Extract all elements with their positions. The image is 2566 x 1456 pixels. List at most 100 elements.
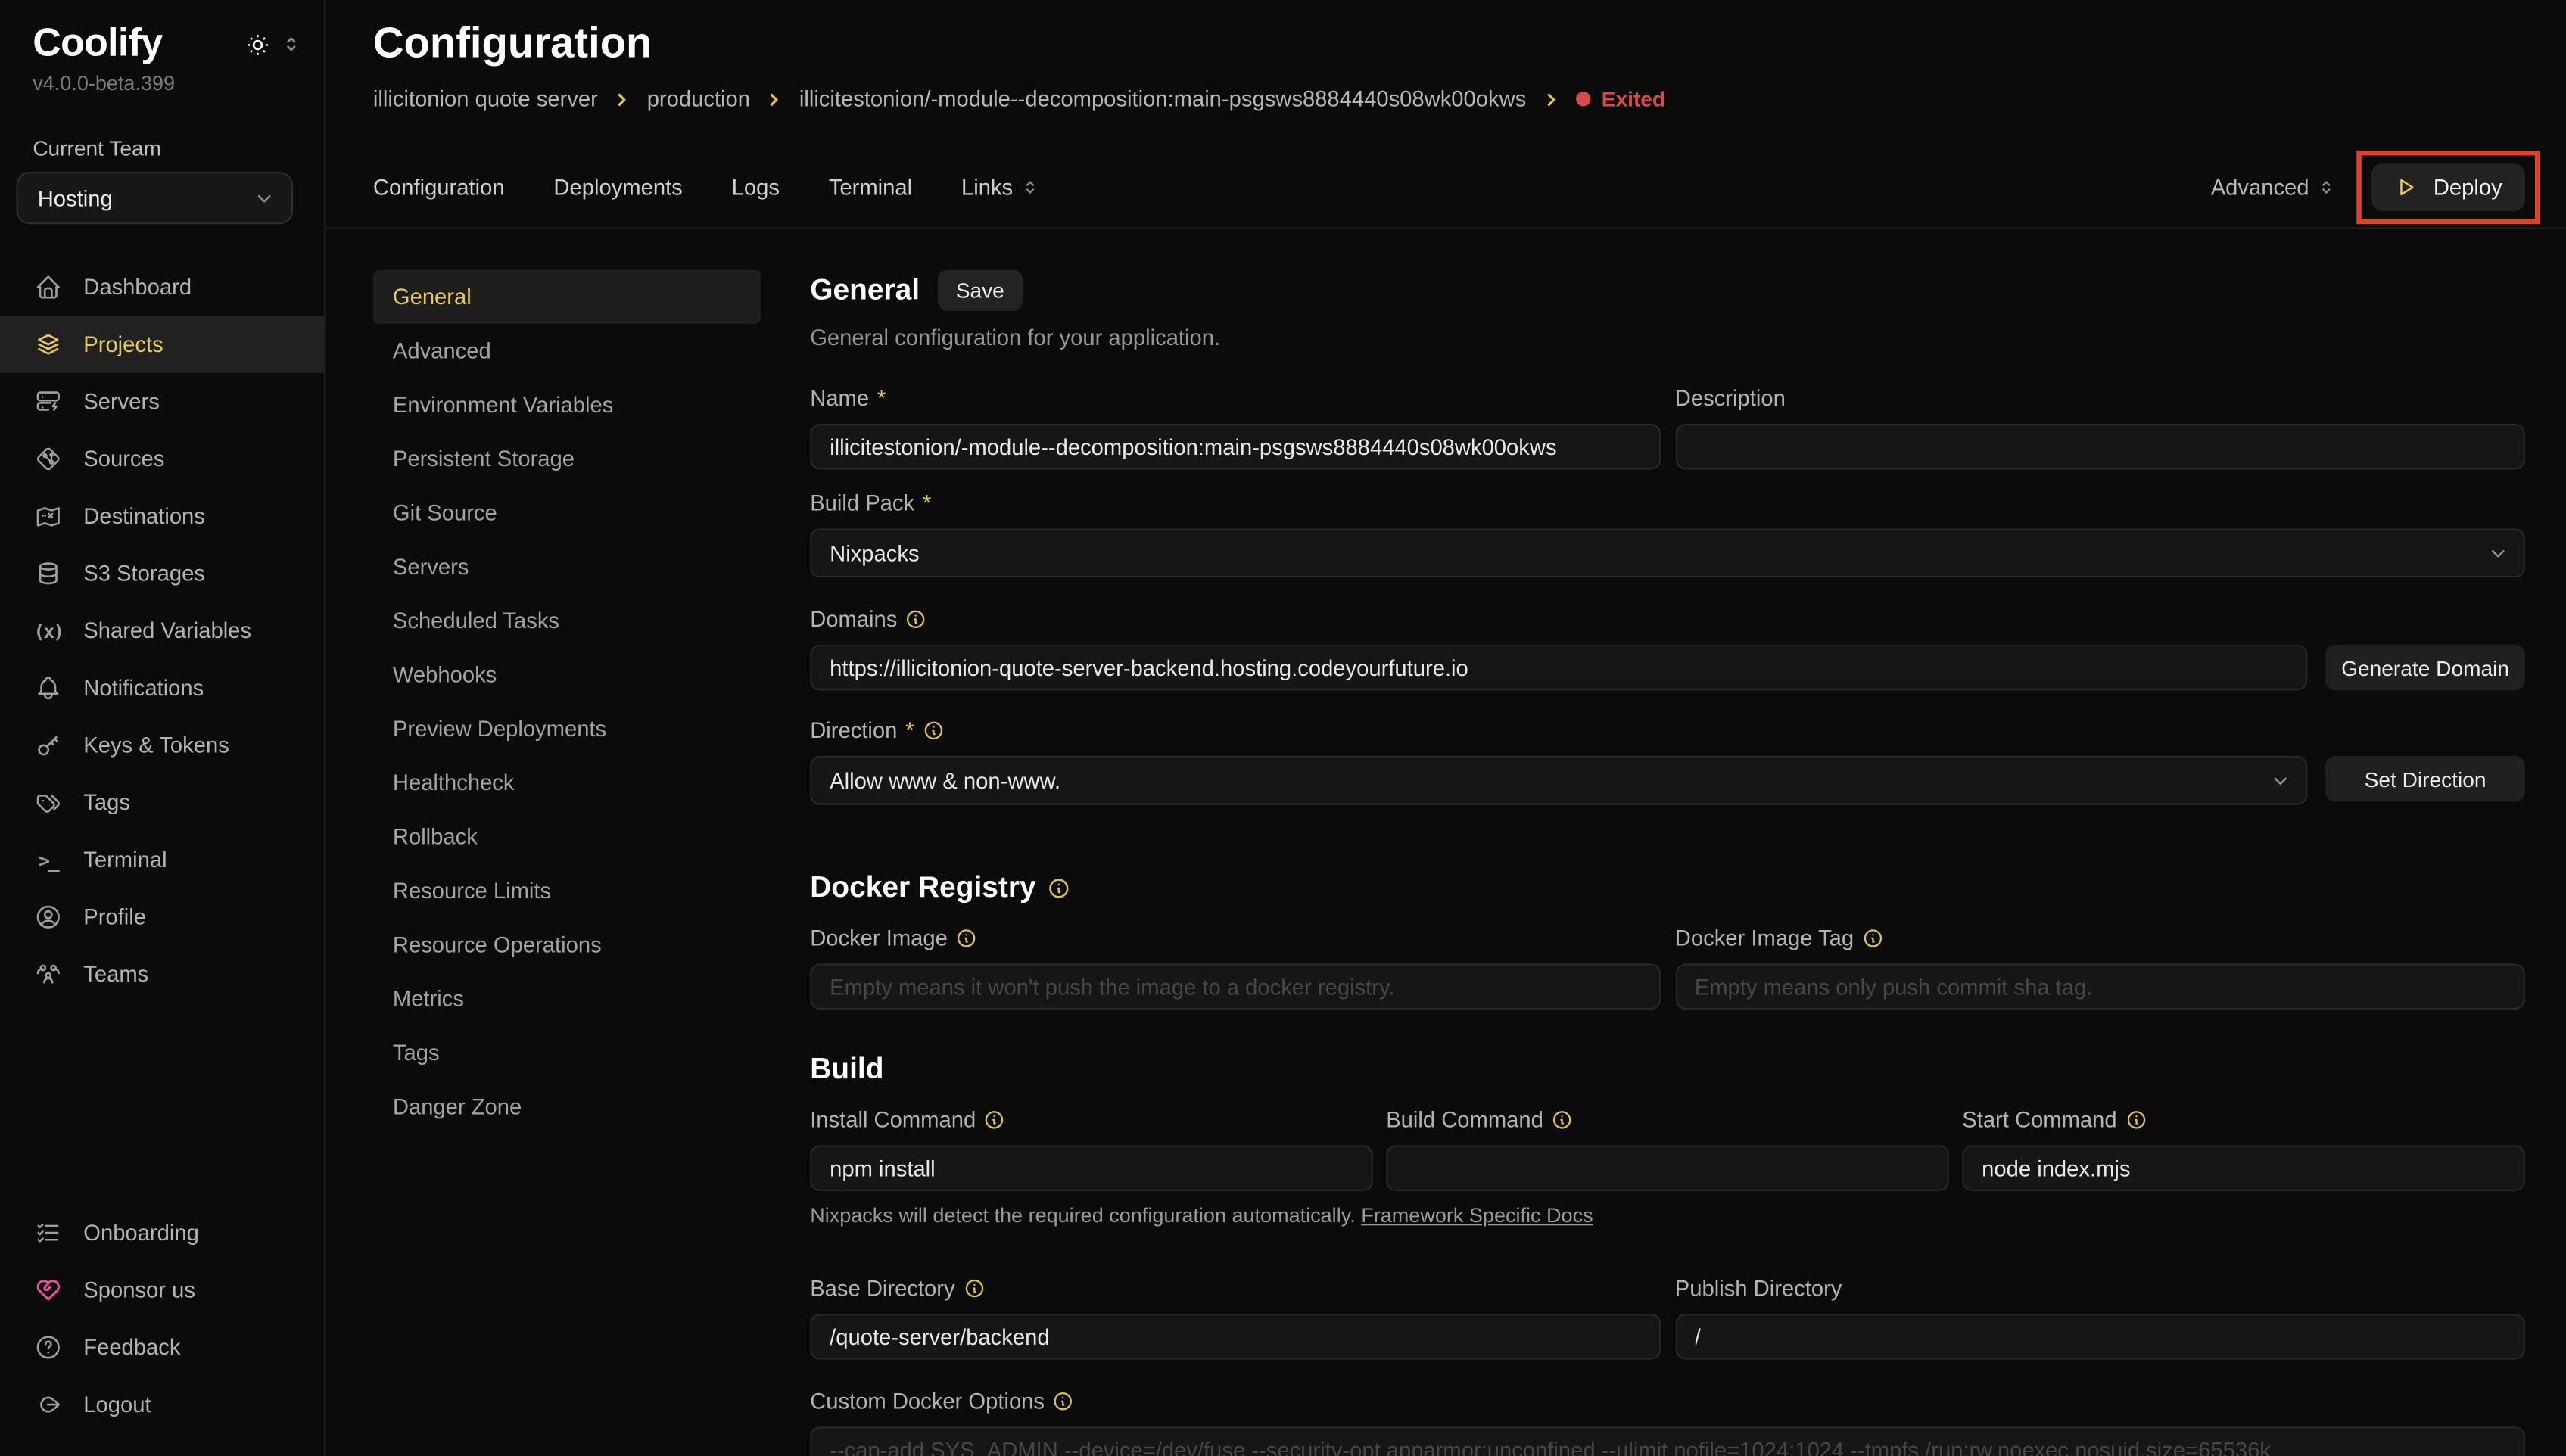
sidebar-item-logout[interactable]: Logout bbox=[0, 1376, 324, 1433]
theme-selector-icon[interactable] bbox=[282, 34, 301, 54]
deploy-button[interactable]: Deploy bbox=[2371, 163, 2525, 211]
build-command-label: Build Command bbox=[1386, 1108, 1949, 1132]
subnav-item-persistent-storage[interactable]: Persistent Storage bbox=[392, 446, 575, 471]
sidebar-item-label: Teams bbox=[83, 962, 149, 987]
description-input[interactable] bbox=[1674, 423, 2525, 470]
tab-links[interactable]: Links bbox=[961, 175, 1039, 200]
direction-select[interactable]: Allow www & non-www. bbox=[810, 755, 2308, 805]
custom-docker-options-input[interactable] bbox=[810, 1426, 2525, 1456]
sidebar-item-sponsor[interactable]: Sponsor us bbox=[0, 1262, 324, 1319]
users-icon bbox=[34, 960, 62, 988]
start-command-input[interactable] bbox=[1962, 1145, 2525, 1191]
build-pack-select[interactable]: Nixpacks bbox=[810, 528, 2525, 578]
start-command-field-group: Start Command bbox=[1962, 1108, 2525, 1191]
sidebar-item-servers[interactable]: Servers bbox=[0, 373, 324, 431]
docker-image-label: Docker Image bbox=[810, 926, 1660, 950]
heart-icon bbox=[34, 1276, 62, 1304]
sun-icon[interactable] bbox=[245, 32, 269, 56]
framework-docs-link[interactable]: Framework Specific Docs bbox=[1361, 1204, 1593, 1227]
sidebar-item-profile[interactable]: Profile bbox=[0, 888, 324, 946]
chevron-down-icon bbox=[254, 188, 275, 209]
set-direction-button[interactable]: Set Direction bbox=[2325, 755, 2525, 802]
domains-input[interactable] bbox=[810, 644, 2308, 691]
sidebar-item-destinations[interactable]: Destinations bbox=[0, 487, 324, 545]
subnav-item-servers[interactable]: Servers bbox=[392, 554, 469, 580]
install-command-label: Install Command bbox=[810, 1108, 1373, 1132]
selector-icon bbox=[2317, 179, 2335, 197]
theme-toggle[interactable] bbox=[245, 32, 301, 56]
sidebar-item-label: Shared Variables bbox=[83, 618, 252, 643]
save-button[interactable]: Save bbox=[937, 269, 1023, 311]
tabs-row: Configuration Deployments Logs Terminal … bbox=[325, 148, 2566, 229]
subnav-item-git-source[interactable]: Git Source bbox=[392, 500, 497, 526]
subnav-item-scheduled-tasks[interactable]: Scheduled Tasks bbox=[392, 608, 560, 633]
breadcrumb-project[interactable]: illicitonion quote server bbox=[372, 86, 598, 112]
general-form: General Save General configuration for y… bbox=[810, 269, 2525, 1456]
sidebar-item-sources[interactable]: Sources bbox=[0, 431, 324, 488]
subnav-item-webhooks[interactable]: Webhooks bbox=[392, 662, 497, 688]
docker-image-tag-input[interactable] bbox=[1674, 963, 2525, 1010]
sidebar-item-teams[interactable]: Teams bbox=[0, 946, 324, 1003]
sidebar-item-tags[interactable]: Tags bbox=[0, 774, 324, 832]
tab-terminal[interactable]: Terminal bbox=[828, 175, 913, 200]
docker-image-input[interactable] bbox=[810, 963, 1661, 1010]
subnav-item-environment-variables[interactable]: Environment Variables bbox=[392, 392, 614, 418]
sidebar-item-shared-variables[interactable]: (x) Shared Variables bbox=[0, 602, 324, 660]
name-description-row: Name * Description bbox=[810, 386, 2525, 470]
tab-logs[interactable]: Logs bbox=[731, 175, 780, 200]
team-select[interactable]: Hosting bbox=[16, 172, 293, 225]
status-dot-icon bbox=[1575, 92, 1590, 107]
subnav-item-tags[interactable]: Tags bbox=[392, 1041, 440, 1066]
tab-links-label: Links bbox=[961, 175, 1014, 200]
advanced-dropdown[interactable]: Advanced bbox=[2210, 175, 2335, 200]
chevron-down-icon bbox=[2270, 770, 2291, 791]
publish-directory-input[interactable] bbox=[1674, 1314, 2525, 1360]
subnav-item-preview-deployments[interactable]: Preview Deployments bbox=[392, 716, 607, 742]
build-command-input[interactable] bbox=[1386, 1145, 1949, 1191]
direction-row: Allow www & non-www. Set Direction bbox=[810, 755, 2525, 805]
base-directory-input[interactable] bbox=[810, 1314, 1661, 1360]
name-input[interactable] bbox=[810, 423, 1661, 470]
sidebar-item-s3-storages[interactable]: S3 Storages bbox=[0, 545, 324, 602]
chevron-right-icon bbox=[612, 89, 632, 109]
subnav-item-advanced[interactable]: Advanced bbox=[392, 338, 491, 363]
subnav-item-rollback[interactable]: Rollback bbox=[392, 824, 478, 850]
description-label: Description bbox=[1674, 386, 1786, 411]
sidebar-item-label: Projects bbox=[83, 331, 163, 357]
section-description: General configuration for your applicati… bbox=[810, 325, 1221, 350]
info-icon bbox=[1862, 928, 1883, 949]
sidebar-item-label: Profile bbox=[83, 904, 146, 930]
breadcrumb-application[interactable]: illicitestonion/-module--decomposition:m… bbox=[799, 86, 1527, 112]
generate-domain-button[interactable]: Generate Domain bbox=[2325, 644, 2525, 691]
info-icon bbox=[922, 720, 943, 741]
sidebar-item-dashboard[interactable]: Dashboard bbox=[0, 259, 324, 316]
subnav-item-general[interactable]: General bbox=[372, 269, 761, 325]
docker-options-field-group: Custom Docker Options bbox=[810, 1389, 2525, 1456]
subnav-item-danger-zone[interactable]: Danger Zone bbox=[392, 1094, 522, 1119]
sidebar-item-projects[interactable]: Projects bbox=[0, 316, 325, 373]
status-badge: Exited bbox=[1575, 87, 1665, 111]
chevron-down-icon bbox=[2487, 543, 2508, 564]
main-area: Configuration illicitonion quote server … bbox=[325, 0, 2566, 1456]
breadcrumb-environment[interactable]: production bbox=[646, 86, 751, 112]
info-icon bbox=[963, 1278, 984, 1299]
info-icon bbox=[905, 608, 926, 630]
info-icon bbox=[984, 1109, 1005, 1131]
sidebar-item-notifications[interactable]: Notifications bbox=[0, 659, 324, 717]
deploy-label: Deploy bbox=[2433, 175, 2502, 200]
sidebar-item-keys-tokens[interactable]: Keys & Tokens bbox=[0, 717, 324, 774]
subnav-item-metrics[interactable]: Metrics bbox=[392, 986, 464, 1012]
advanced-label: Advanced bbox=[2210, 175, 2309, 200]
sidebar-item-feedback[interactable]: Feedback bbox=[0, 1319, 324, 1377]
section-title-build: Build bbox=[810, 1052, 884, 1085]
sidebar-item-onboarding[interactable]: Onboarding bbox=[0, 1204, 324, 1262]
chevron-right-icon bbox=[765, 89, 784, 109]
tab-configuration[interactable]: Configuration bbox=[372, 175, 505, 200]
tab-deployments[interactable]: Deployments bbox=[553, 175, 683, 200]
subnav-item-healthcheck[interactable]: Healthcheck bbox=[392, 770, 515, 795]
sidebar-item-terminal[interactable]: >_ Terminal bbox=[0, 831, 324, 888]
subnav-item-resource-limits[interactable]: Resource Limits bbox=[392, 878, 552, 904]
current-team-label: Current Team bbox=[33, 135, 161, 160]
subnav-item-resource-operations[interactable]: Resource Operations bbox=[392, 932, 602, 957]
install-command-input[interactable] bbox=[810, 1145, 1373, 1191]
